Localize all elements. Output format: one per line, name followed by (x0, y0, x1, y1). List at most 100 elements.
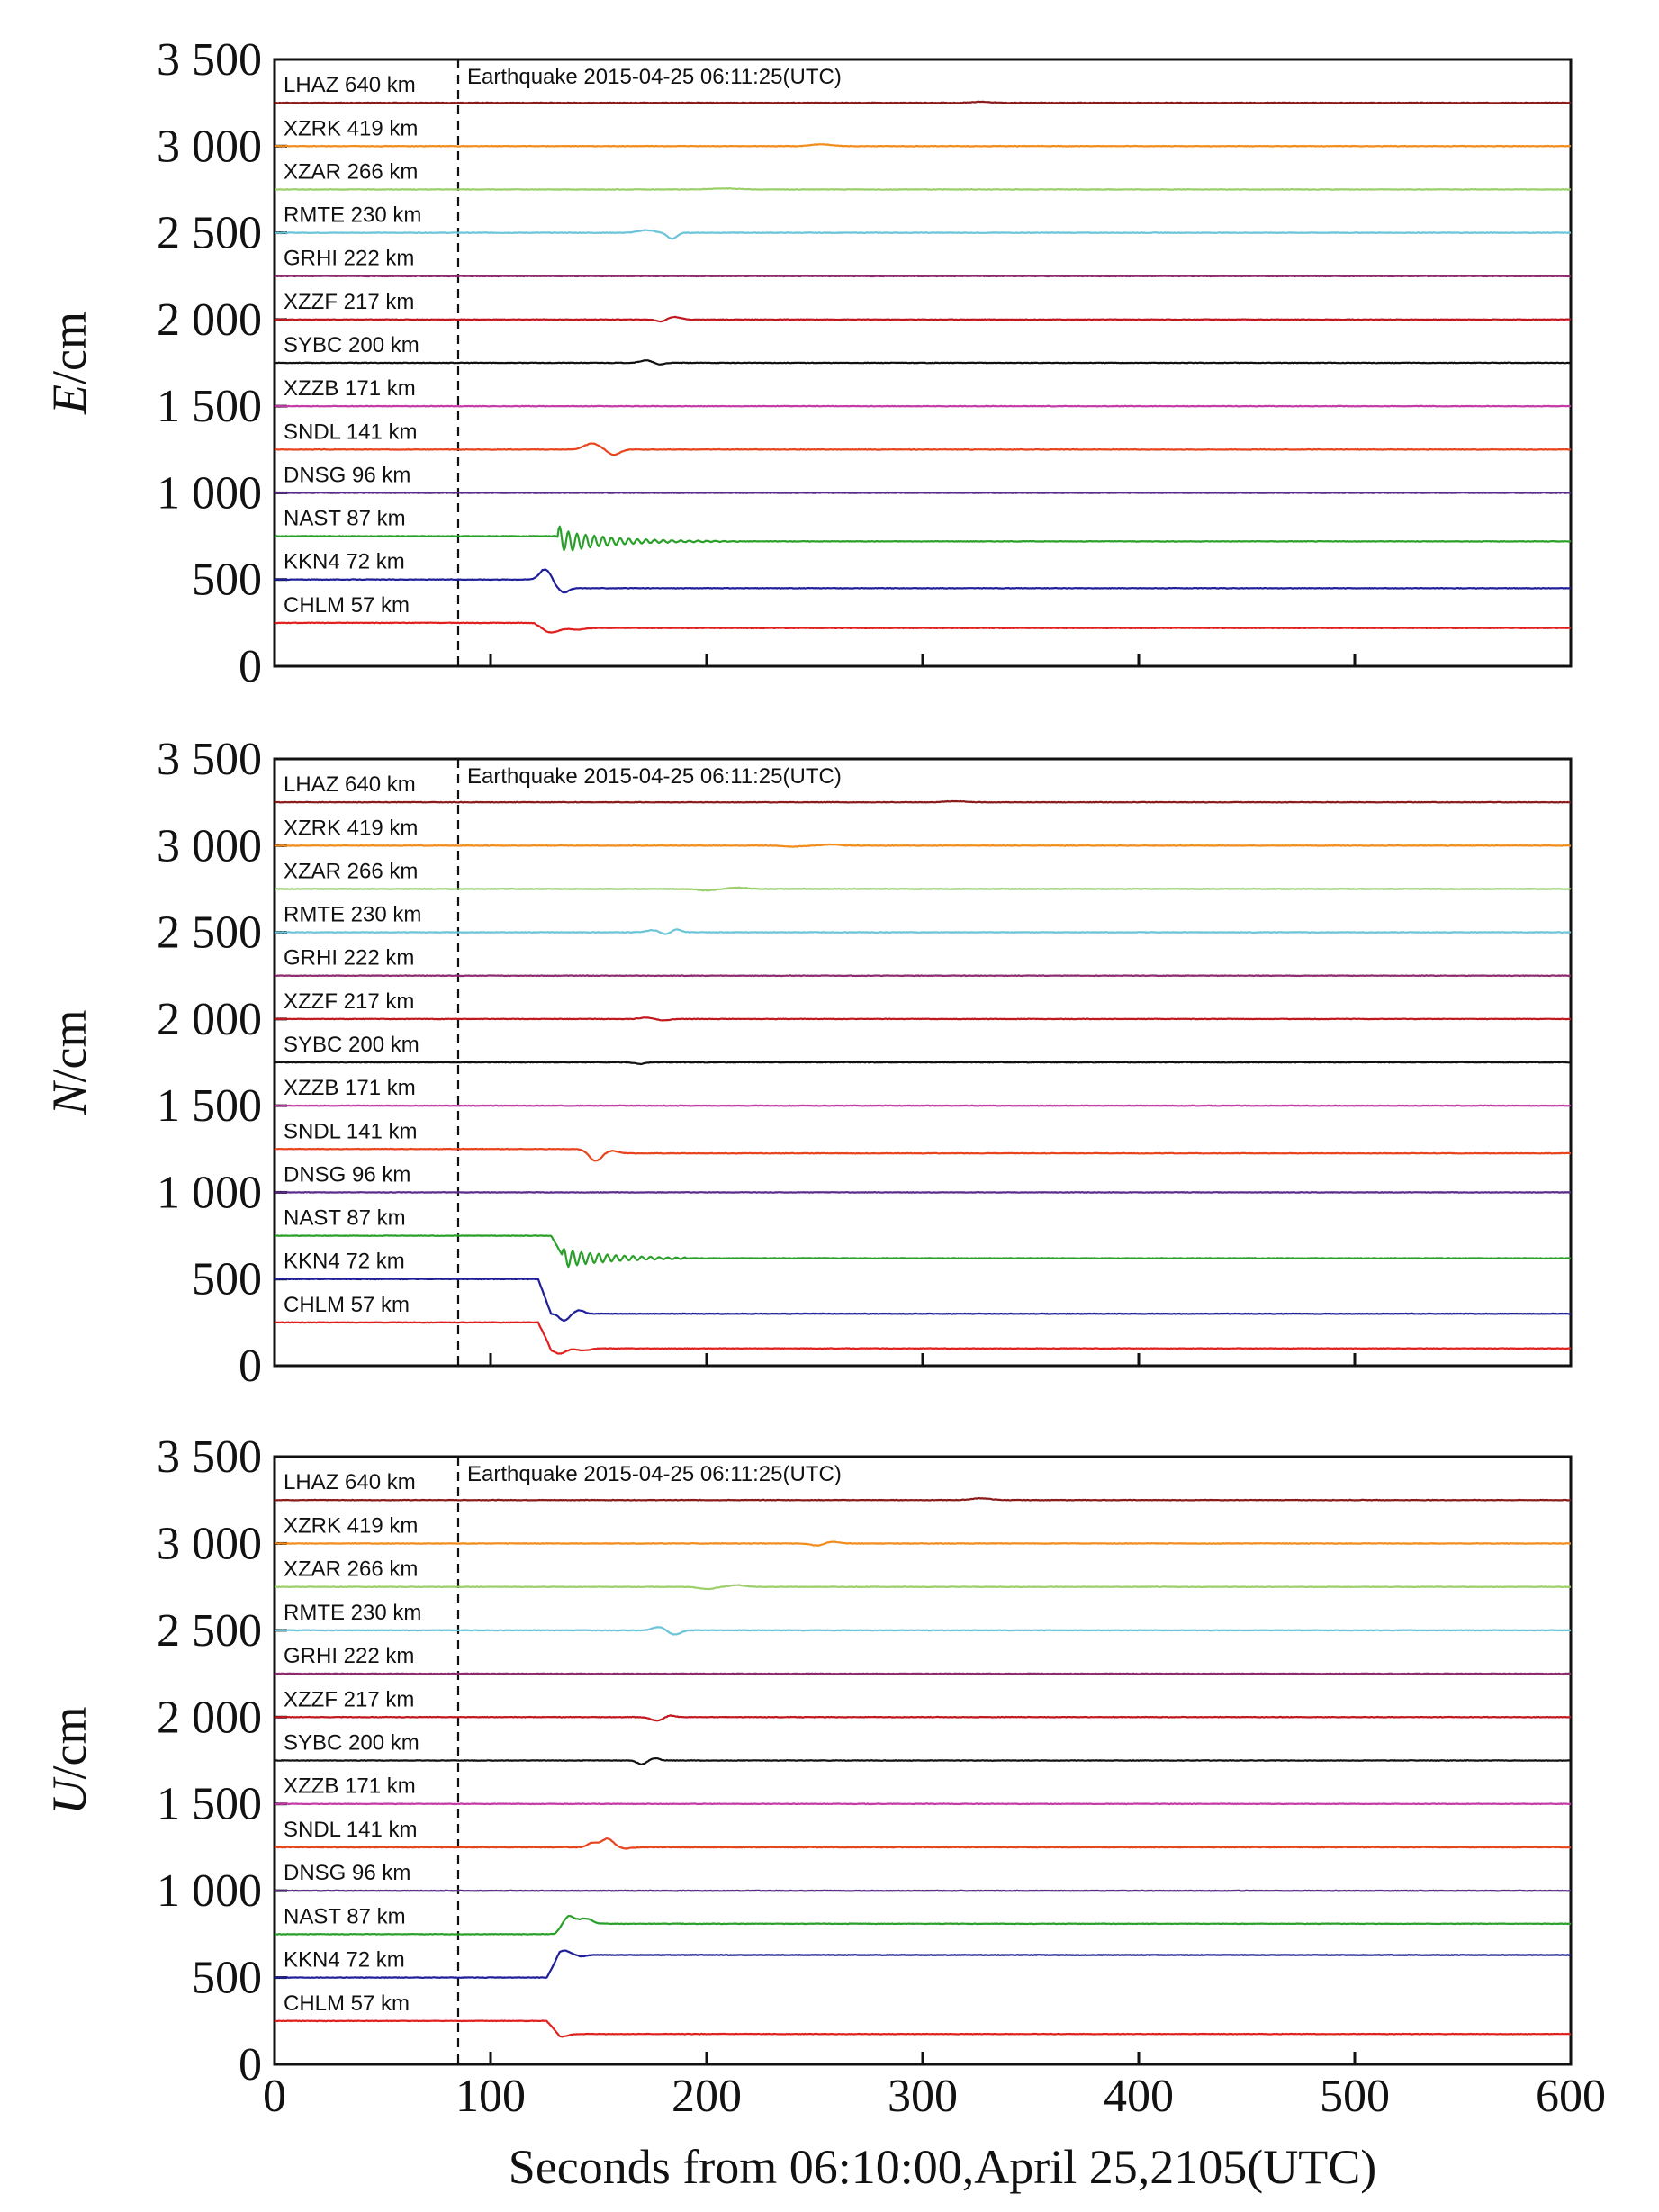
trace-lhaz (275, 799, 1572, 804)
station-label-lhaz: LHAZ 640 km (284, 772, 416, 797)
station-label-sybc: SYBC 200 km (284, 1731, 419, 1756)
trace-xzzb (274, 404, 1572, 408)
station-label-sybc: SYBC 200 km (284, 1033, 419, 1057)
trace-xzar (274, 1584, 1572, 1591)
y-axis-label-component: N (42, 1080, 96, 1116)
y-tick-label: 500 (192, 1953, 262, 2004)
y-axis-label: N/cm (42, 1009, 96, 1115)
station-label-nast: NAST 87 km (284, 507, 406, 531)
y-tick-label: 0 (239, 2039, 262, 2090)
y-tick-label: 3 000 (157, 1518, 262, 1569)
station-label-xzzf: XZZF 217 km (284, 1687, 414, 1711)
y-axis-label-component: E (42, 384, 96, 415)
trace-dnsg (275, 1190, 1571, 1194)
x-tick-label: 500 (1320, 2071, 1390, 2122)
trace-xzrk (274, 143, 1572, 148)
station-label-nast: NAST 87 km (284, 1904, 406, 1928)
trace-chlm (274, 2019, 1572, 2038)
trace-xzzb (274, 1802, 1572, 1806)
station-label-xzar: XZAR 266 km (284, 1557, 418, 1582)
trace-lhaz (274, 100, 1572, 104)
y-tick-label: 2 500 (157, 208, 262, 259)
trace-grhi (274, 1672, 1571, 1675)
trace-grhi (274, 974, 1572, 978)
y-axis-label-unit: /cm (42, 311, 96, 384)
trace-rmte (275, 229, 1572, 240)
trace-nast (274, 1234, 1572, 1269)
trace-lhaz (274, 1496, 1571, 1502)
y-tick-label: 3 500 (157, 1431, 262, 1483)
x-tick-label: 100 (455, 2071, 526, 2122)
station-label-sndl: SNDL 141 km (284, 1818, 418, 1842)
x-tick-label: 300 (888, 2071, 958, 2122)
y-tick-label: 1 500 (157, 1080, 262, 1132)
station-label-sndl: SNDL 141 km (284, 1119, 418, 1143)
trace-xzzf (275, 315, 1572, 323)
y-tick-label: 2 000 (157, 994, 262, 1045)
station-label-xzzb: XZZB 171 km (284, 1076, 416, 1100)
y-tick-label: 3 000 (157, 121, 262, 172)
trace-xzzf (274, 1714, 1572, 1722)
trace-nast (275, 525, 1572, 552)
y-tick-label: 2 500 (157, 1605, 262, 1657)
y-tick-label: 3 500 (157, 34, 262, 86)
station-label-rmte: RMTE 230 km (284, 203, 421, 228)
station-label-dnsg: DNSG 96 km (284, 1861, 410, 1885)
y-tick-label: 2 000 (157, 1692, 262, 1743)
trace-nast (274, 1915, 1572, 1936)
station-label-xzar: XZAR 266 km (284, 859, 418, 883)
y-tick-label: 3 000 (157, 820, 262, 871)
station-label-grhi: GRHI 222 km (284, 946, 414, 971)
station-label-xzzb: XZZB 171 km (284, 376, 416, 401)
trace-kkn4 (274, 1949, 1572, 1979)
trace-sybc (274, 359, 1571, 366)
trace-kkn4 (274, 568, 1572, 594)
trace-xzrk (274, 843, 1571, 848)
trace-sybc (274, 1756, 1572, 1765)
y-axis-label: E/cm (42, 311, 96, 415)
station-label-rmte: RMTE 230 km (284, 1601, 421, 1625)
trace-sndl (275, 1837, 1572, 1850)
station-label-nast: NAST 87 km (284, 1206, 406, 1231)
station-label-grhi: GRHI 222 km (284, 247, 414, 271)
event-label: Earthquake 2015-04-25 06:11:25(UTC) (467, 1462, 842, 1486)
station-label-xzzf: XZZF 217 km (284, 290, 414, 314)
trace-dnsg (274, 491, 1572, 494)
station-label-sndl: SNDL 141 km (284, 420, 418, 444)
panels: 0 500 1 000 1 500 2 000 2 500 3 000 3 500 E/cm Ea… (42, 34, 1606, 2122)
panel-E: 0 500 1 000 1 500 2 000 2 500 3 000 3 500 E/cm Ea… (42, 34, 1573, 692)
station-label-dnsg: DNSG 96 km (284, 463, 410, 487)
y-axis-label-unit: /cm (42, 1009, 96, 1082)
station-label-kkn4: KKN4 72 km (284, 1948, 405, 1973)
y-axis-label-component: U (42, 1776, 96, 1814)
trace-xzar (274, 187, 1572, 191)
station-label-sybc: SYBC 200 km (284, 333, 419, 357)
x-tick-label: 0 (263, 2071, 286, 2122)
station-label-xzzb: XZZB 171 km (284, 1774, 416, 1799)
station-label-grhi: GRHI 222 km (284, 1644, 414, 1668)
station-label-kkn4: KKN4 72 km (284, 550, 405, 574)
trace-xzar (275, 886, 1572, 892)
y-tick-label: 500 (192, 1254, 262, 1305)
x-axis-label: Seconds from 06:10:00,April 25,2105(UTC) (509, 2140, 1376, 2194)
x-tick-label: 600 (1536, 2071, 1606, 2122)
y-tick-label: 3 500 (157, 734, 262, 785)
trace-sndl (274, 1147, 1572, 1162)
y-tick-label: 2 000 (157, 294, 262, 346)
panel-N: 0 500 1 000 1 500 2 000 2 500 3 000 3 500 N/cm Ea… (42, 734, 1573, 1392)
y-axis-label-unit: /cm (42, 1707, 96, 1780)
y-tick-label: 1 500 (157, 381, 262, 432)
x-tick-label: 400 (1104, 2071, 1174, 2122)
station-label-xzzf: XZZF 217 km (284, 989, 414, 1014)
station-label-dnsg: DNSG 96 km (284, 1162, 410, 1187)
y-tick-label: 1 500 (157, 1779, 262, 1830)
event-label: Earthquake 2015-04-25 06:11:25(UTC) (467, 65, 842, 89)
station-label-chlm: CHLM 57 km (284, 1293, 410, 1317)
station-label-lhaz: LHAZ 640 km (284, 73, 416, 97)
y-tick-label: 500 (192, 555, 262, 606)
y-tick-label: 0 (239, 1341, 262, 1392)
station-label-chlm: CHLM 57 km (284, 593, 410, 618)
trace-xzzf (274, 1016, 1571, 1022)
y-axis-label: U/cm (42, 1707, 96, 1815)
